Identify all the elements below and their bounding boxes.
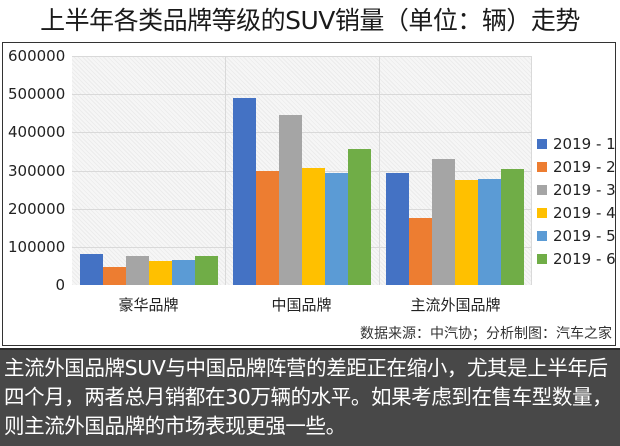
bar-3-1 <box>386 173 409 285</box>
legend-swatch-icon <box>537 207 547 218</box>
y-tick-label: 600000 <box>8 47 66 65</box>
bar-2-6 <box>348 149 371 285</box>
y-tick-label: 300000 <box>8 162 66 180</box>
bar-3-3 <box>432 159 455 285</box>
x-category-label: 豪华品牌 <box>118 296 179 314</box>
bar-2-3 <box>279 115 302 285</box>
bar-2-5 <box>325 173 348 285</box>
gridline <box>72 56 532 57</box>
y-tick-label: 400000 <box>8 123 66 141</box>
legend-swatch-icon <box>537 161 547 172</box>
bar-1-6 <box>195 256 218 285</box>
legend: 2019 - 1 2019 - 2 2019 - 3 2019 - 4 2019 - 5… <box>537 132 616 270</box>
legend-item: 2019 - 3 <box>537 178 616 201</box>
gridline <box>72 132 532 133</box>
legend-label: 2019 - 1 <box>553 134 616 153</box>
legend-item: 2019 - 6 <box>537 247 616 270</box>
category-divider <box>225 56 226 285</box>
legend-item: 2019 - 5 <box>537 224 616 247</box>
legend-swatch-icon <box>537 138 547 149</box>
gridline <box>72 94 532 95</box>
legend-swatch-icon <box>537 230 547 241</box>
legend-item: 2019 - 4 <box>537 201 616 224</box>
legend-label: 2019 - 2 <box>553 157 616 176</box>
bar-1-2 <box>103 267 126 285</box>
legend-label: 2019 - 4 <box>553 203 616 222</box>
caption-panel: 主流外国品牌SUV与中国品牌阵营的差距正在缩小，尤其是上半年后四个月，两者总月销… <box>0 348 620 446</box>
legend-swatch-icon <box>537 253 547 264</box>
bar-2-4 <box>302 168 325 285</box>
bar-3-6 <box>501 169 524 285</box>
bar-3-4 <box>455 180 478 285</box>
y-tick-label: 0 <box>55 276 65 294</box>
x-category-label: 中国品牌 <box>271 296 332 314</box>
legend-item: 2019 - 2 <box>537 155 616 178</box>
y-tick-label: 200000 <box>8 200 66 218</box>
category-divider <box>531 56 532 285</box>
y-tick-label: 100000 <box>8 238 66 256</box>
bar-3-5 <box>478 179 501 285</box>
category-divider <box>379 56 380 285</box>
bar-1-3 <box>126 256 149 285</box>
bar-1-5 <box>172 260 195 285</box>
legend-item: 2019 - 1 <box>537 132 616 155</box>
plot-area <box>72 56 532 285</box>
bar-1-4 <box>149 261 172 285</box>
chart-title: 上半年各类品牌等级的SUV销量（单位：辆）走势 <box>40 6 580 35</box>
caption-text: 主流外国品牌SUV与中国品牌阵营的差距正在缩小，尤其是上半年后四个月，两者总月销… <box>4 356 613 438</box>
y-tick-label: 500000 <box>8 85 66 103</box>
bar-2-2 <box>256 171 279 285</box>
bar-1-1 <box>80 254 103 285</box>
bar-2-1 <box>233 98 256 285</box>
legend-label: 2019 - 5 <box>553 226 616 245</box>
legend-swatch-icon <box>537 184 547 195</box>
x-category-label: 主流外国品牌 <box>410 296 501 314</box>
legend-label: 2019 - 6 <box>553 249 616 268</box>
legend-label: 2019 - 3 <box>553 180 616 199</box>
bar-3-2 <box>409 218 432 285</box>
source-note: 数据来源：中汽协；分析制图：汽车之家 <box>360 326 612 342</box>
